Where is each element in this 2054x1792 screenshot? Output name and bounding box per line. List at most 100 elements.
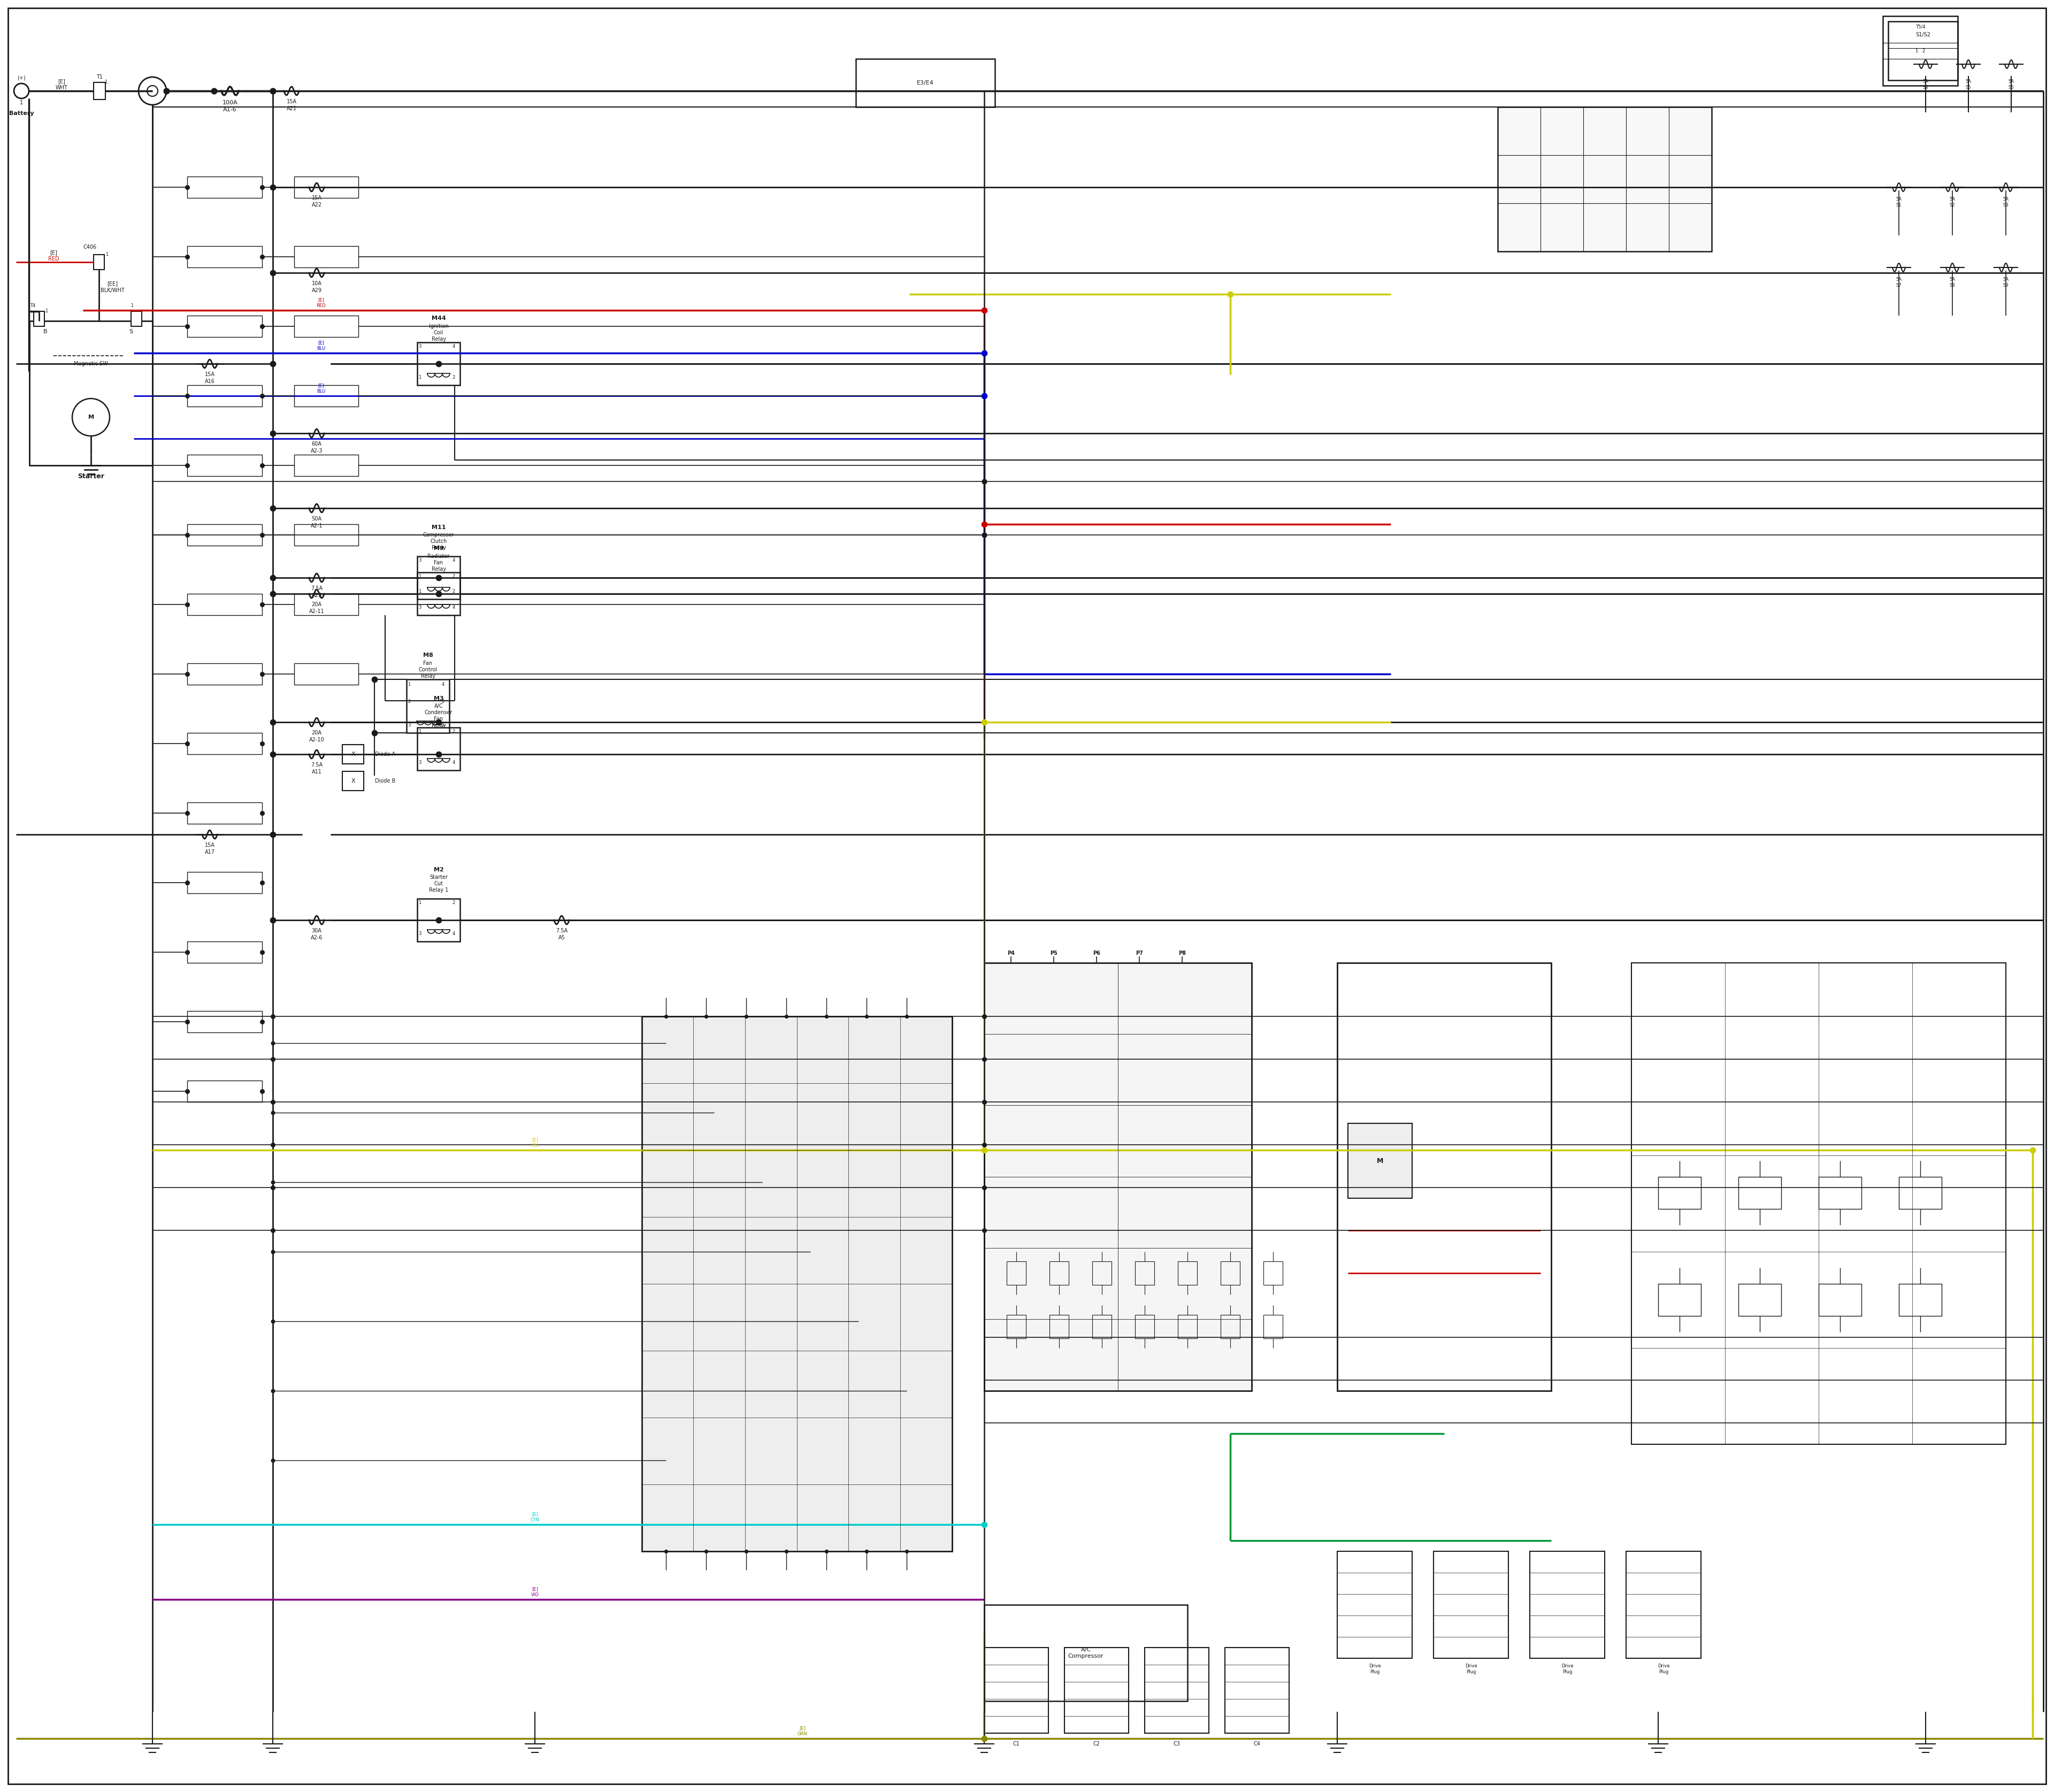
Text: WHT: WHT [55, 84, 68, 90]
Point [257, 821, 290, 849]
Text: 5A
S1: 5A S1 [1896, 197, 1902, 208]
Text: 4: 4 [452, 606, 456, 609]
Point [967, 521, 1000, 550]
Text: C4: C4 [1253, 1742, 1261, 1747]
Text: A29: A29 [312, 289, 322, 294]
Bar [294, 315, 357, 337]
Text: 4: 4 [452, 344, 456, 349]
Point [967, 1217, 1000, 1245]
Text: 5A
S6: 5A S6 [2009, 79, 2015, 90]
Point [257, 1098, 290, 1127]
Text: 15A: 15A [312, 195, 322, 201]
Text: P5: P5 [1050, 950, 1058, 955]
Text: [E]
VIO: [E] VIO [530, 1586, 538, 1597]
Text: 4: 4 [452, 760, 456, 765]
Bar [1093, 1262, 1111, 1285]
Text: T4: T4 [31, 303, 35, 308]
Bar [417, 556, 460, 599]
Point [257, 1446, 290, 1475]
Text: Drive
Plug: Drive Plug [1368, 1663, 1380, 1674]
Bar [1658, 1283, 1701, 1315]
Point [257, 1376, 290, 1405]
Bar [1347, 1124, 1413, 1199]
Point [889, 1538, 922, 1566]
Text: 15A: 15A [205, 371, 216, 376]
Text: 1: 1 [45, 308, 47, 314]
Text: 2: 2 [452, 901, 456, 905]
Text: 2: 2 [452, 375, 456, 380]
Bar [1898, 1283, 1941, 1315]
Bar [1006, 1315, 1025, 1339]
Bar [131, 312, 142, 326]
Text: 5A
S5: 5A S5 [1966, 79, 1972, 90]
Text: A22: A22 [312, 202, 322, 208]
Text: 5A
S9: 5A S9 [2003, 278, 2009, 289]
Text: [E]
BLU: [E] BLU [316, 383, 325, 394]
Point [246, 521, 279, 550]
Text: 7.5A: 7.5A [310, 762, 322, 767]
Text: 5A
S2: 5A S2 [1949, 197, 1955, 208]
Text: M3: M3 [433, 695, 444, 701]
Text: [E]
GRN: [E] GRN [797, 1726, 807, 1736]
Point [967, 339, 1000, 367]
Point [423, 349, 456, 378]
Point [967, 1174, 1000, 1202]
Text: 15A: 15A [205, 842, 216, 848]
Point [423, 563, 456, 591]
Bar [294, 593, 357, 615]
Point [170, 799, 203, 828]
Point [1214, 280, 1247, 308]
Point [729, 1538, 762, 1566]
Text: 1: 1 [419, 375, 421, 380]
Text: Diode A: Diode A [376, 751, 394, 756]
Point [170, 590, 203, 618]
Bar [857, 59, 994, 108]
Text: Compressor: Compressor [423, 532, 454, 538]
Text: M44: M44 [431, 315, 446, 321]
Point [257, 495, 290, 523]
Bar [187, 455, 263, 477]
Text: Drive
Plug: Drive Plug [1561, 1663, 1573, 1674]
Point [967, 1511, 1000, 1539]
Point [197, 77, 230, 106]
Bar [1093, 1315, 1111, 1339]
Point [967, 1724, 1000, 1753]
Bar [94, 254, 105, 269]
Bar [1898, 1177, 1941, 1210]
Text: 4: 4 [452, 932, 456, 937]
Bar [1738, 1283, 1781, 1315]
Text: (+): (+) [16, 75, 25, 81]
Point [2017, 1136, 2050, 1165]
Text: M9: M9 [433, 545, 444, 550]
Text: Magnetic SW: Magnetic SW [74, 360, 109, 366]
Text: P7: P7 [1136, 950, 1142, 955]
Bar [1050, 1262, 1068, 1285]
Text: A11: A11 [312, 769, 322, 774]
Text: Starter: Starter [78, 473, 105, 480]
Bar [1884, 16, 1957, 86]
Text: 1: 1 [419, 901, 421, 905]
Text: 2: 2 [452, 573, 456, 579]
Point [257, 1217, 290, 1245]
Bar [1220, 1262, 1241, 1285]
Text: X: X [351, 778, 355, 783]
Point [423, 905, 456, 934]
Bar [1337, 962, 1551, 1391]
Text: A25: A25 [312, 593, 322, 599]
Text: A1-6: A1-6 [224, 108, 236, 113]
Point [246, 382, 279, 410]
Point [967, 1088, 1000, 1116]
Bar [1136, 1315, 1154, 1339]
Bar [33, 312, 45, 326]
Text: 1: 1 [105, 253, 109, 256]
Text: 7.5A: 7.5A [310, 586, 322, 591]
Text: M11: M11 [431, 525, 446, 530]
Point [246, 312, 279, 340]
Text: Drive
Plug: Drive Plug [1465, 1663, 1477, 1674]
Text: P6: P6 [1093, 950, 1101, 955]
Text: RED: RED [47, 256, 60, 262]
Bar [417, 572, 460, 615]
Point [246, 172, 279, 201]
Bar [187, 246, 263, 267]
Point [423, 740, 456, 769]
